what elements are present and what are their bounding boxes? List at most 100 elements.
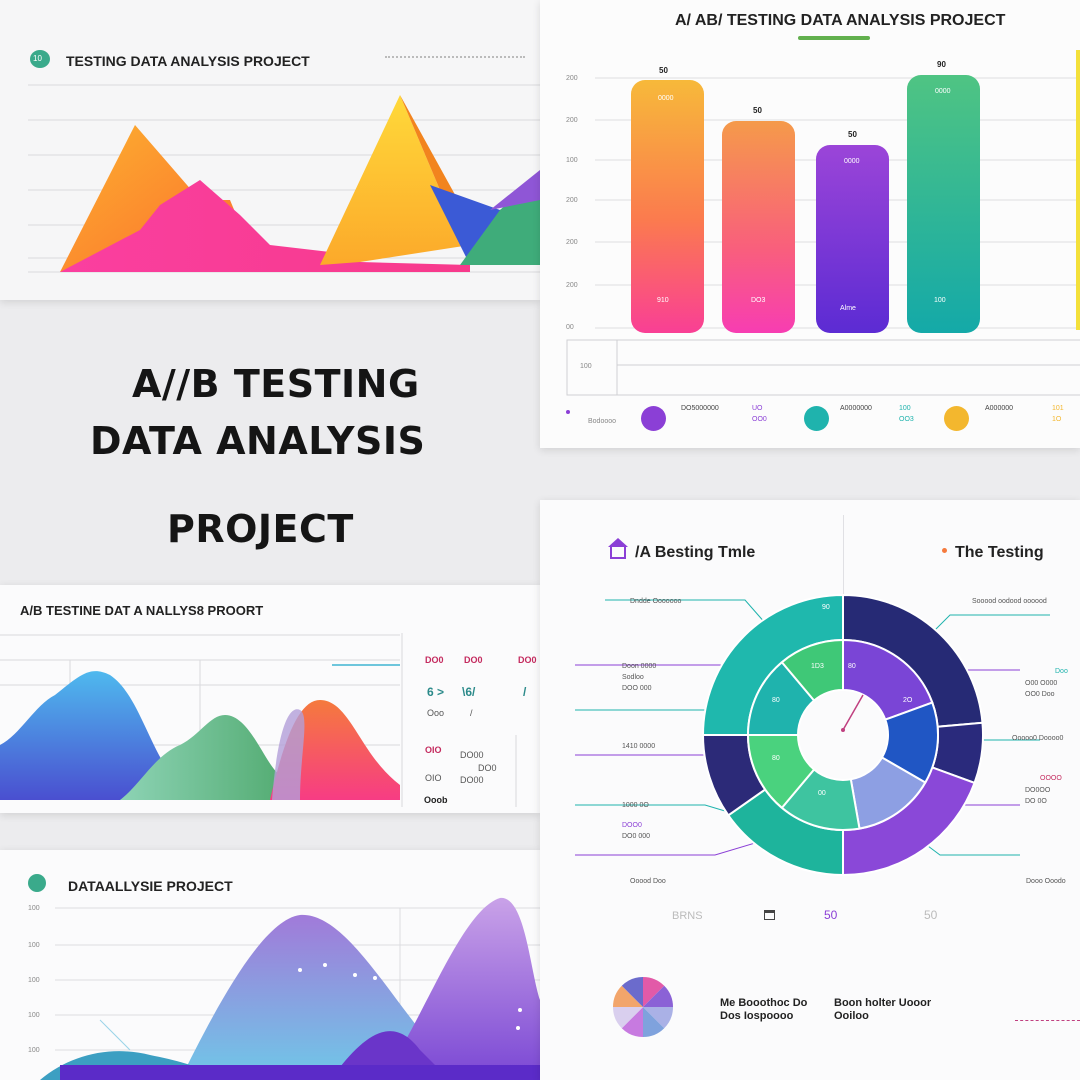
panel-title: A/B TESTINE DAT A NALLYS8 PROORT — [20, 603, 264, 618]
panel-area-mid: A/B TESTINE DAT A NALLYS8 PROORT DO0 DO0… — [0, 585, 540, 813]
mini-pie-slice — [621, 977, 643, 1007]
donut-label-right: Doo — [1055, 668, 1068, 675]
legend-value: UO — [752, 405, 763, 412]
list-icon — [764, 910, 775, 920]
footer-stat: BRNS — [672, 910, 703, 922]
grid-legend-text — [385, 56, 525, 62]
bar-label: 90 — [937, 60, 946, 69]
legend-value: 101 — [1052, 405, 1064, 412]
bottom-text-left: Me Booothoc Do — [720, 997, 808, 1009]
donut-label-right: OO0 Doo — [1025, 691, 1055, 698]
side-row: Ooob — [424, 795, 448, 805]
ytick: 100 — [566, 157, 578, 164]
headline-line-3: PROJECT — [167, 507, 354, 551]
ring-label: 80 — [772, 755, 780, 762]
side-row: OIO — [425, 773, 442, 783]
bar-label: 50 — [659, 66, 668, 75]
needle-dot — [841, 728, 845, 732]
ytick: 100 — [28, 977, 40, 984]
legend-label: A000000 — [985, 405, 1014, 412]
donut-label-left: Sodloo — [622, 674, 644, 681]
badge-icon — [30, 50, 50, 68]
legend-sub: OO3 — [899, 416, 914, 423]
side-row: \6/ — [462, 685, 476, 699]
needle — [842, 694, 864, 731]
ytick: 200 — [566, 282, 578, 289]
bar-chart — [566, 50, 1080, 414]
title-underline — [798, 36, 870, 40]
side-value: DO0 — [518, 655, 537, 665]
donut-title-left: /A Besting Tmle — [635, 544, 756, 561]
donut-label-left: Dndde Ooooooo — [630, 598, 682, 605]
side-row: 6 > — [427, 685, 445, 699]
legend-label: A0000000 — [840, 405, 872, 412]
ring-label: 90 — [822, 604, 830, 611]
donut-label-right: DO0OO — [1025, 787, 1051, 794]
ring-label: 00 — [818, 790, 826, 797]
donut-label-right: Sooood oodood oooood — [972, 598, 1047, 605]
donut-label-left: Doon 0000 — [622, 663, 657, 670]
area-chart-bottom — [40, 897, 540, 1080]
legend-value: 100 — [899, 405, 911, 412]
area-chart-top — [28, 84, 540, 273]
ring-label: 2O — [903, 697, 913, 704]
badge-text: 10 — [33, 54, 42, 63]
ytick: 100 — [28, 1012, 40, 1019]
ytick: 100 — [28, 905, 40, 912]
bar-inner-bottom: DO3 — [751, 297, 766, 304]
donut-label-left: DOO 000 — [622, 685, 652, 692]
side-row: OIO — [425, 745, 442, 755]
mini-pie-slice — [643, 1007, 665, 1037]
footer-stat: 50 — [824, 908, 838, 922]
side-row: / — [470, 708, 473, 718]
panel-title: DATAALLYSIE PROJECT — [68, 878, 233, 894]
ytick: 100 — [28, 942, 40, 949]
accent-dot — [942, 548, 947, 553]
bar-label: 50 — [753, 106, 762, 115]
donut-label-left: Ooood Doo — [630, 878, 666, 885]
ytick: 200 — [566, 117, 578, 124]
mini-pie-slice — [613, 985, 643, 1007]
panel-bar-chart: A/ AB/ TESTING DATA ANALYSIS PROJECT — [540, 0, 1080, 448]
bar-chart-title: A/ AB/ TESTING DATA ANALYSIS PROJECT — [675, 12, 1006, 29]
bar-inner-top: 0000 — [658, 95, 674, 102]
leader-line — [929, 614, 1050, 636]
legend-dot-teal — [804, 406, 829, 431]
ring-label: 80 — [848, 663, 856, 670]
leader-line — [575, 839, 766, 856]
donut-label-left: DO0 000 — [622, 833, 651, 840]
bottom-text-right: Boon holter Uooor — [834, 997, 932, 1009]
legend-dot-purple — [641, 406, 666, 431]
ytick: 200 — [566, 75, 578, 82]
legend-dot-yellow — [944, 406, 969, 431]
ytick: 100 — [580, 363, 592, 370]
side-row: DO00 — [460, 775, 484, 785]
ytick: 100 — [28, 1047, 40, 1054]
side-row: / — [523, 685, 527, 699]
mini-pie-slice — [643, 985, 673, 1007]
ring-label: 80 — [772, 697, 780, 704]
legend-label: DO5000000 — [681, 405, 719, 412]
mini-bars — [1015, 1020, 1080, 1080]
side-value: DO0 — [464, 655, 483, 665]
bottom-text-left: Dos Iospoooo — [720, 1010, 794, 1022]
mini-pie-slice — [643, 1007, 673, 1029]
panel-title: TESTING DATA ANALYSIS PROJECT — [66, 53, 310, 69]
ytick: 200 — [566, 197, 578, 204]
donut-label-left: 1410 0000 — [622, 743, 656, 750]
side-row: DO00 — [460, 750, 484, 760]
donut-chart — [575, 593, 1050, 877]
legend-sub: OO0 — [752, 416, 767, 423]
panel-area-bottom: DATAALLYSIE PROJECT 100 100 100 100 100 — [0, 850, 540, 1080]
headline-line-2: DATA ANALYSIS — [90, 419, 426, 463]
side-value: DO0 — [425, 655, 444, 665]
side-row: DO0 — [478, 763, 497, 773]
bottom-text-right: Ooiloo — [834, 1010, 869, 1022]
ytick: 00 — [566, 324, 574, 331]
panel-top-left: 10 TESTING DATA ANALYSIS PROJECT — [0, 0, 540, 300]
mini-pie-slice — [621, 1007, 643, 1037]
bar-inner-bottom: Alme — [840, 305, 856, 312]
donut-label-right: Ooooo0 Doooo0 — [1012, 735, 1064, 742]
mini-pie — [613, 977, 673, 1037]
ring-label: 1D3 — [811, 663, 824, 670]
